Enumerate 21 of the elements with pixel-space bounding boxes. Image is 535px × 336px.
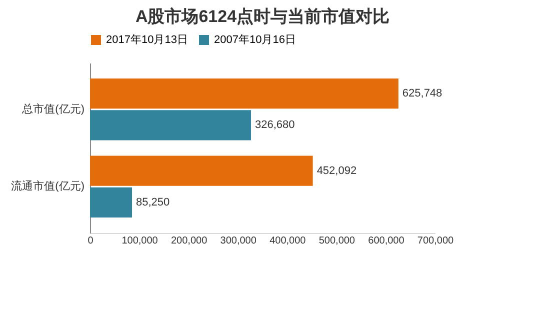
data-label: 85,250 — [136, 196, 170, 208]
x-tick-label: 300,000 — [220, 236, 257, 246]
legend-label: 2007年10月16日 — [214, 34, 296, 46]
bar — [90, 110, 252, 140]
bar — [90, 187, 132, 218]
x-tick-label: 0 — [88, 236, 94, 246]
bar — [90, 78, 398, 109]
x-tick-label: 500,000 — [318, 236, 356, 246]
x-tick-label: 200,000 — [170, 236, 208, 246]
data-label: 625,748 — [402, 88, 442, 100]
data-label: 452,092 — [316, 164, 357, 177]
chart-title: A股市场6124点时与当前市值对比 — [135, 7, 390, 26]
y-tick-label: 总市值(亿元) — [21, 102, 84, 116]
y-tick-label: 流通市值(亿元) — [11, 180, 84, 193]
bar — [90, 156, 313, 186]
x-tick-label: 100,000 — [122, 236, 158, 246]
x-tick-label: 400,000 — [270, 236, 306, 246]
legend-label: 2017年10月13日 — [106, 34, 188, 46]
x-tick-label: 600,000 — [368, 236, 405, 246]
x-tick-label: 700,000 — [417, 236, 454, 246]
data-label: 326,680 — [255, 119, 295, 132]
